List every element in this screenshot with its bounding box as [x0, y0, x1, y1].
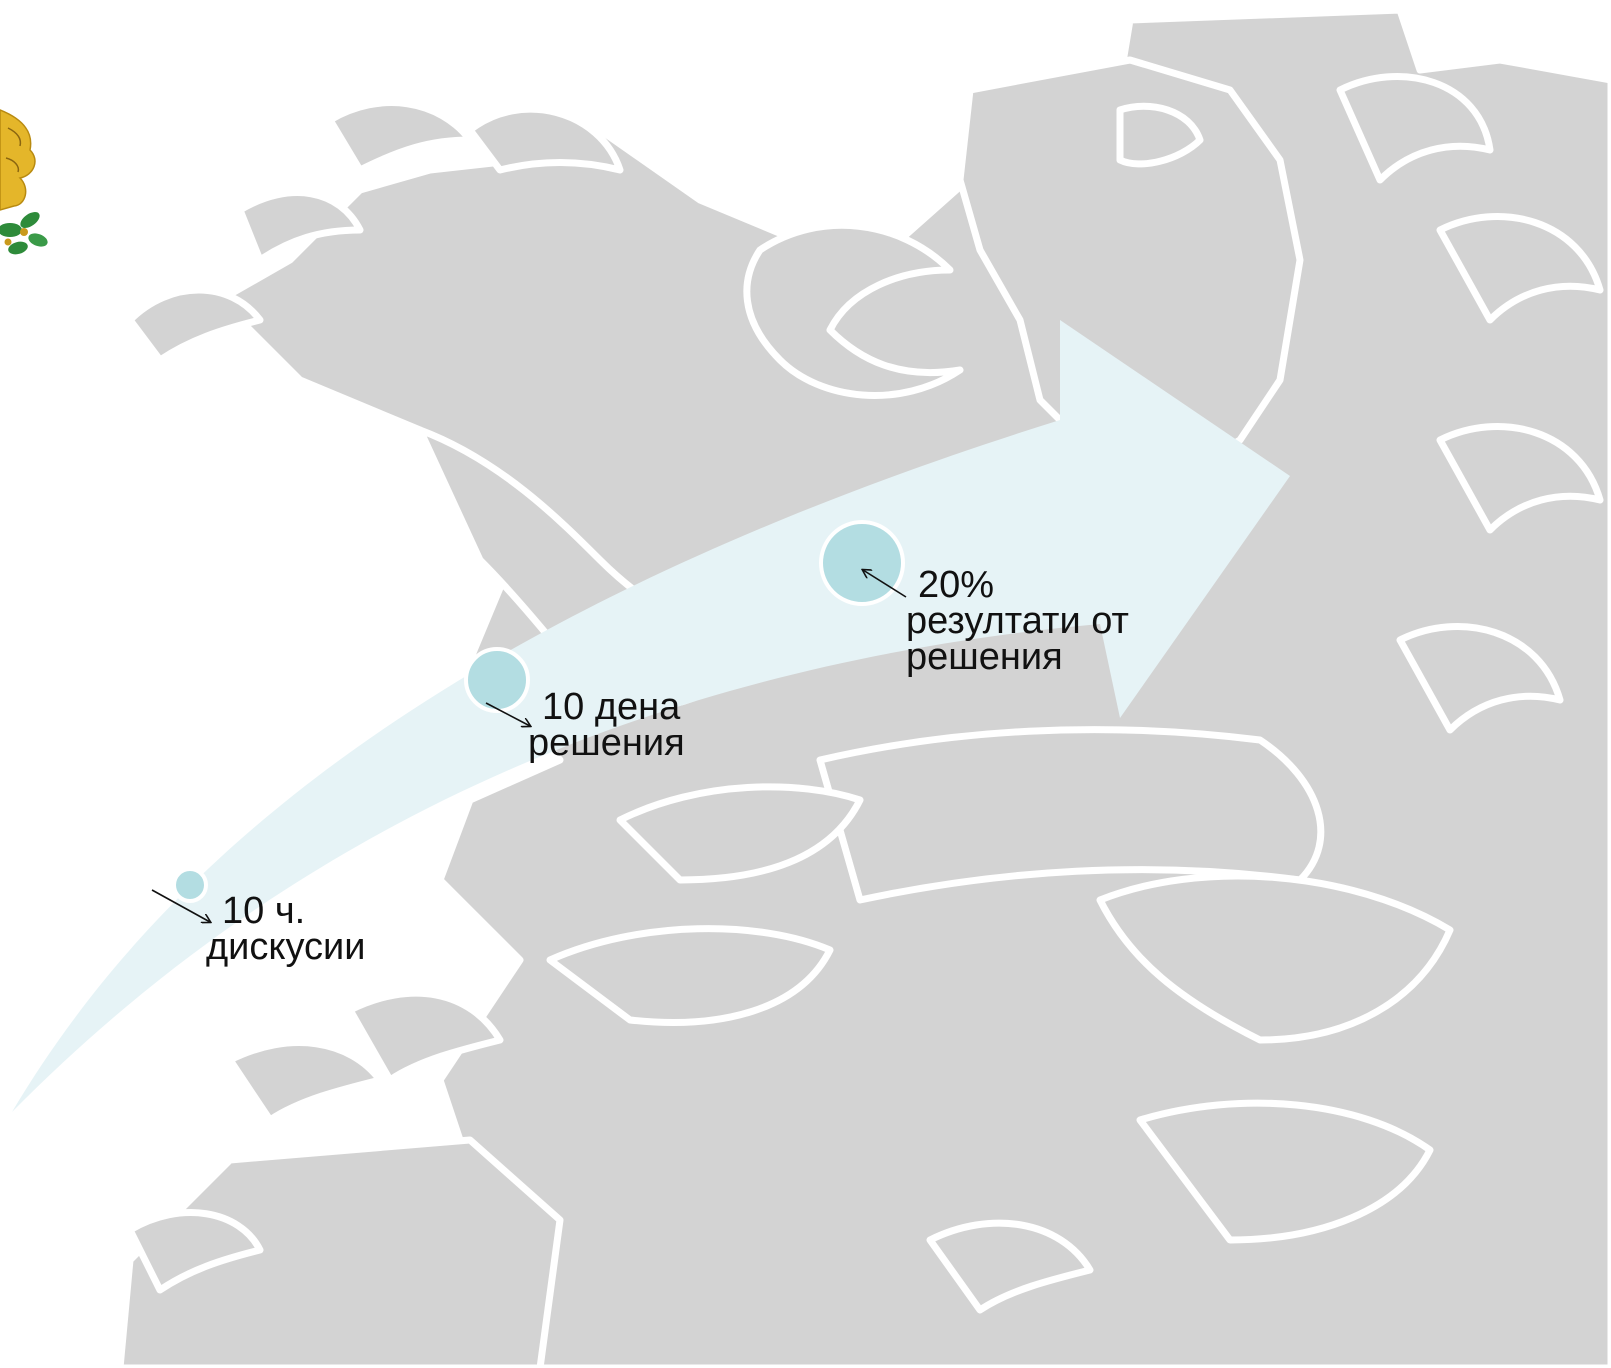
milestone-3-line-3: решения	[906, 636, 1063, 678]
milestone-dot-3	[819, 520, 905, 606]
milestone-label-1: 10 ч. дискусии	[206, 890, 366, 968]
milestone-label-3: 20% резултати от решения	[906, 564, 1129, 678]
milestone-label-2: 10 дена решения	[528, 686, 685, 764]
milestone-3-line-1: 20%	[918, 564, 995, 606]
milestone-3-line-2: резултати от	[906, 600, 1129, 642]
coat-of-arms-icon	[0, 109, 48, 255]
milestone-1-line-2: дискусии	[206, 926, 366, 968]
pointer-arrow-3	[863, 570, 907, 598]
milestone-1-line-1: 10 ч.	[222, 890, 306, 932]
pointer-arrow-1	[151, 889, 210, 922]
growth-arrow	[12, 320, 1290, 1112]
milestone-dot-2	[464, 647, 530, 713]
milestone-2-line-1: 10 дена	[542, 686, 681, 728]
milestone-dot-1	[172, 867, 208, 903]
lion-silhouette-icon	[116, 6, 1611, 1368]
milestone-2-line-2: решения	[528, 722, 685, 764]
pointer-arrow-2	[485, 702, 530, 726]
